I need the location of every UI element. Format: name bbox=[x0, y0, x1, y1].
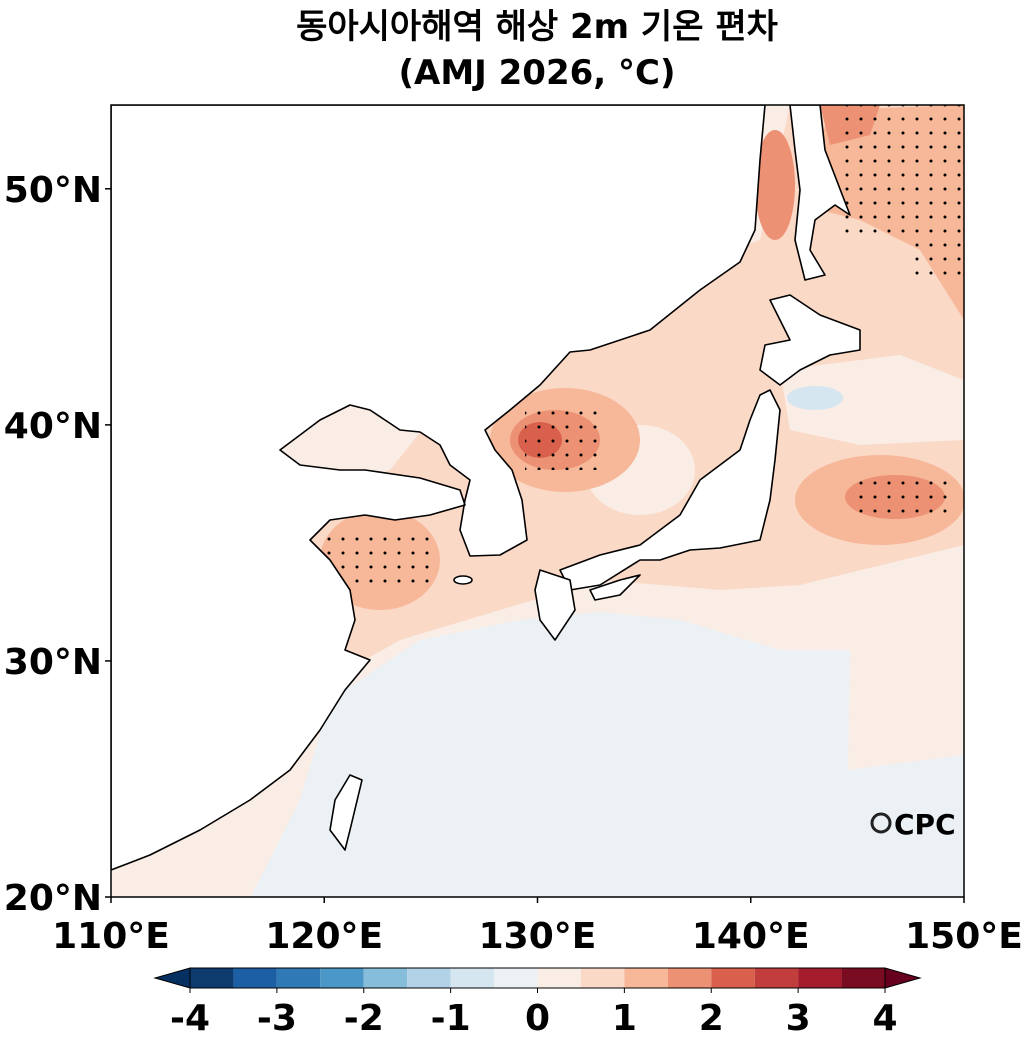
title: 동아시아해역 해상 2m 기온 편차 bbox=[296, 7, 778, 47]
x-tick-label: 110°E bbox=[52, 916, 170, 957]
anomaly-field bbox=[787, 386, 843, 410]
colorbar-tick-label: 2 bbox=[699, 998, 724, 1039]
anomaly-field bbox=[780, 355, 964, 445]
colorbar-bin bbox=[407, 968, 451, 988]
colorbar-bin bbox=[190, 968, 234, 988]
subtitle: (AMJ 2026, °C) bbox=[398, 53, 675, 93]
colorbar-bin bbox=[624, 968, 668, 988]
colorbar-bin bbox=[320, 968, 364, 988]
x-tick-label: 140°E bbox=[692, 916, 810, 957]
coastline bbox=[559, 389, 781, 591]
colorbar-bin bbox=[798, 968, 842, 988]
colorbar-extend-low bbox=[153, 967, 191, 989]
y-tick-label: 50°N bbox=[4, 170, 102, 211]
colorbar-tick-label: -2 bbox=[344, 998, 384, 1039]
colorbar-bin bbox=[667, 968, 712, 988]
x-tick-label: 130°E bbox=[479, 916, 597, 957]
significance-stipple bbox=[905, 235, 964, 280]
y-tick-label: 40°N bbox=[4, 406, 102, 447]
map: CPC bbox=[111, 105, 964, 897]
coastline bbox=[789, 105, 851, 281]
colorbar-bin bbox=[450, 968, 495, 988]
x-tick-label: 150°E bbox=[905, 916, 1023, 957]
colorbar-tick-label: 1 bbox=[612, 998, 637, 1039]
anomaly-field bbox=[250, 612, 964, 897]
logo-icon bbox=[870, 812, 892, 834]
y-tick-label: 30°N bbox=[4, 642, 102, 683]
logo: CPC bbox=[894, 808, 956, 841]
coastline bbox=[453, 575, 473, 585]
significance-stipple bbox=[840, 105, 964, 235]
colorbar-bin bbox=[233, 968, 277, 988]
colorbar-bin bbox=[841, 968, 885, 988]
colorbar-bin bbox=[494, 968, 538, 988]
coastline bbox=[111, 105, 766, 871]
x-tick-label: 120°E bbox=[265, 916, 383, 957]
colorbar-tick-label: -3 bbox=[257, 998, 297, 1039]
coastline bbox=[534, 569, 576, 641]
coastline bbox=[759, 294, 861, 386]
colorbar-bin bbox=[754, 968, 799, 988]
colorbar-tick-label: 0 bbox=[525, 998, 550, 1039]
significance-stipple bbox=[855, 475, 950, 520]
colorbar-tick-label: 4 bbox=[872, 998, 897, 1039]
coastline bbox=[329, 774, 363, 851]
colorbar-extend-high bbox=[884, 967, 922, 989]
anomaly-field bbox=[755, 130, 795, 240]
coastline bbox=[589, 574, 641, 601]
colorbar-bin bbox=[537, 968, 581, 988]
colorbar-tick-label: 3 bbox=[786, 998, 811, 1039]
colorbar-tick-label: -1 bbox=[431, 998, 471, 1039]
colorbar-tick-label: -4 bbox=[170, 998, 210, 1039]
colorbar-bin bbox=[580, 968, 625, 988]
colorbar-bin bbox=[363, 968, 408, 988]
colorbar-bin bbox=[276, 968, 321, 988]
colorbar-bin bbox=[711, 968, 755, 988]
y-tick-label: 20°N bbox=[4, 878, 102, 919]
significance-stipple bbox=[525, 405, 600, 470]
